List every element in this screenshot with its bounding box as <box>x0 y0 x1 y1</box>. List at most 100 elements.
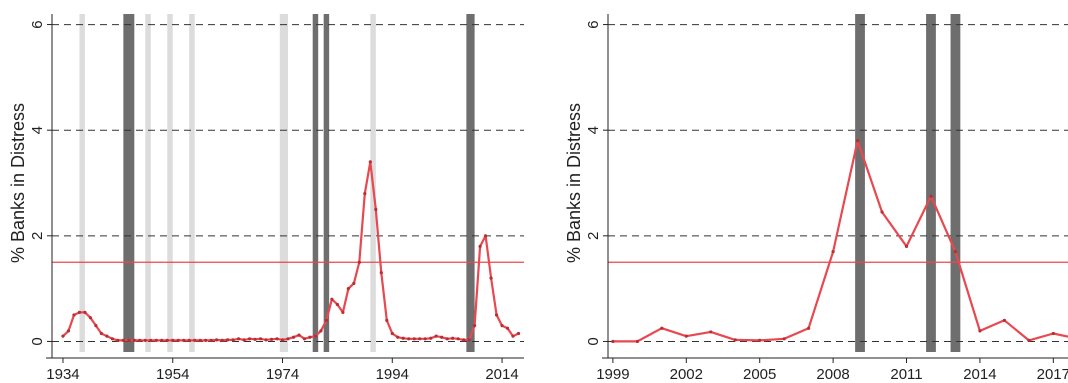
data-point <box>505 326 510 330</box>
y-tick-label: 2 <box>29 232 46 240</box>
x-tick-label: 2005 <box>743 366 776 383</box>
data-point <box>611 339 615 344</box>
y-tick-label: 6 <box>29 20 46 28</box>
data-point <box>297 333 301 337</box>
data-point <box>88 316 93 320</box>
data-point <box>319 329 323 333</box>
x-tick-label: 2014 <box>963 366 996 383</box>
data-point <box>198 338 202 342</box>
data-point <box>160 338 164 342</box>
data-point <box>165 338 169 342</box>
data-point <box>253 337 257 341</box>
data-point <box>423 337 427 341</box>
data-point <box>1027 338 1031 342</box>
data-point <box>335 302 339 307</box>
data-point <box>758 338 762 342</box>
data-point <box>363 191 367 196</box>
y-axis-title: % Banks in Distress <box>8 103 28 263</box>
data-point <box>357 260 361 264</box>
dark-band <box>312 14 319 352</box>
x-tick-label: 2014 <box>485 366 518 383</box>
data-point <box>929 194 933 198</box>
data-point <box>308 335 312 339</box>
data-point <box>352 281 356 285</box>
data-point <box>953 250 958 254</box>
data-point <box>330 297 334 301</box>
data-point <box>374 207 378 212</box>
chart-panel-left: 0 2 4 6 1934 1954 1974 1994 2014 % Banks in Distr… <box>8 14 524 383</box>
data-point <box>302 337 307 341</box>
data-point <box>660 326 664 330</box>
y-tick-label: 4 <box>585 126 602 134</box>
data-point <box>182 338 186 342</box>
data-point <box>215 338 219 342</box>
data-point <box>709 330 713 334</box>
plot-area <box>608 14 1068 352</box>
data-point <box>434 334 438 338</box>
data-point <box>187 338 191 342</box>
data-point <box>149 338 153 342</box>
data-point <box>247 337 252 341</box>
data-point <box>396 335 400 339</box>
data-point <box>418 337 422 341</box>
data-point <box>483 234 488 238</box>
data-point <box>445 337 449 341</box>
light-band <box>279 14 288 352</box>
y-tick-label: 4 <box>29 126 46 134</box>
data-point <box>171 338 175 342</box>
dark-band <box>466 14 475 352</box>
data-point <box>429 336 433 340</box>
data-point <box>635 339 639 344</box>
data-point <box>72 313 76 317</box>
data-point <box>231 338 235 342</box>
data-point <box>511 334 515 338</box>
data-point <box>258 337 263 341</box>
data-point <box>412 337 416 341</box>
data-point <box>855 139 860 143</box>
data-point <box>66 329 71 333</box>
data-point <box>390 331 394 336</box>
data-point <box>1002 318 1006 322</box>
data-point <box>478 244 482 248</box>
data-point <box>880 210 884 214</box>
plot-area <box>52 14 524 352</box>
data-point <box>94 323 98 328</box>
data-point <box>83 310 87 314</box>
y-tick-label: 6 <box>585 20 602 28</box>
x-tick-label: 2002 <box>670 366 703 383</box>
data-point <box>1051 331 1055 336</box>
light-band <box>79 14 85 352</box>
data-point <box>807 326 811 330</box>
x-tick-label: 1974 <box>266 366 299 383</box>
data-point <box>462 338 466 342</box>
data-point <box>99 331 103 336</box>
data-point <box>684 334 688 338</box>
data-point <box>451 336 455 340</box>
data-point <box>401 336 405 340</box>
light-band <box>189 14 195 352</box>
series-line <box>612 139 1068 343</box>
data-point <box>105 334 109 338</box>
data-point <box>385 318 389 322</box>
data-point <box>291 335 296 339</box>
data-point <box>494 313 499 317</box>
dark-band <box>323 14 330 352</box>
data-point <box>116 338 120 342</box>
dark-band <box>123 14 135 352</box>
x-tick-label: 1994 <box>376 366 409 383</box>
data-point <box>904 244 909 248</box>
data-point <box>280 338 285 342</box>
data-point <box>341 310 345 314</box>
data-point <box>242 338 246 342</box>
data-point <box>110 337 114 341</box>
data-point <box>237 337 241 341</box>
data-point <box>226 338 230 342</box>
dark-band <box>926 14 936 352</box>
data-point <box>733 338 737 342</box>
data-point <box>346 287 350 291</box>
data-point <box>440 335 444 339</box>
dark-band <box>950 14 961 352</box>
data-point <box>286 337 290 341</box>
light-band <box>167 14 173 352</box>
